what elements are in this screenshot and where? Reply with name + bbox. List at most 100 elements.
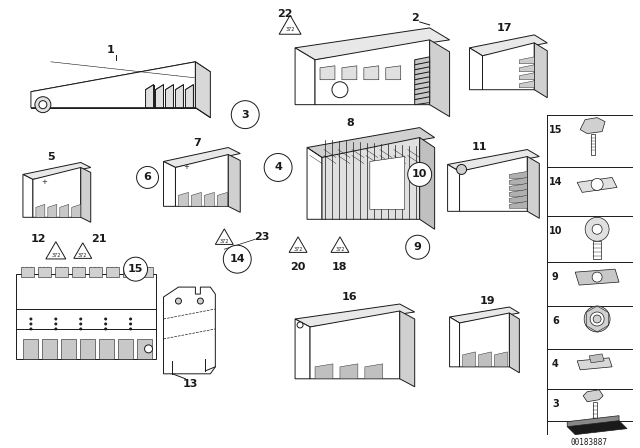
Polygon shape	[163, 147, 240, 168]
Circle shape	[80, 318, 82, 320]
Polygon shape	[580, 118, 605, 134]
Polygon shape	[520, 57, 534, 64]
Polygon shape	[46, 241, 66, 259]
Text: 17: 17	[497, 23, 512, 33]
Polygon shape	[60, 204, 68, 217]
Polygon shape	[99, 339, 114, 359]
Polygon shape	[509, 177, 527, 185]
Circle shape	[136, 167, 159, 189]
Text: 372: 372	[285, 27, 295, 32]
Polygon shape	[322, 138, 420, 220]
Polygon shape	[470, 35, 547, 56]
Polygon shape	[520, 65, 534, 72]
Polygon shape	[228, 155, 240, 212]
Polygon shape	[23, 339, 38, 359]
Text: 372: 372	[78, 253, 88, 258]
Polygon shape	[577, 177, 617, 192]
Text: 3: 3	[552, 399, 559, 409]
Polygon shape	[191, 192, 202, 207]
Polygon shape	[163, 161, 175, 207]
Circle shape	[105, 328, 107, 330]
Polygon shape	[307, 147, 322, 220]
Polygon shape	[509, 313, 520, 373]
Polygon shape	[48, 204, 57, 217]
Text: 20: 20	[291, 262, 306, 272]
Text: 372: 372	[220, 239, 229, 244]
Circle shape	[105, 318, 107, 320]
Text: 13: 13	[183, 379, 198, 389]
Polygon shape	[449, 317, 460, 367]
Polygon shape	[72, 204, 81, 217]
Polygon shape	[527, 156, 540, 218]
Polygon shape	[420, 138, 435, 229]
Circle shape	[297, 322, 303, 328]
Text: 11: 11	[472, 142, 487, 151]
Text: 372: 372	[335, 247, 344, 252]
Circle shape	[30, 323, 32, 325]
Polygon shape	[16, 274, 156, 359]
Polygon shape	[460, 313, 509, 367]
Circle shape	[197, 298, 204, 304]
Polygon shape	[447, 164, 460, 211]
Circle shape	[592, 272, 602, 282]
Polygon shape	[315, 40, 429, 105]
Text: 16: 16	[342, 292, 358, 302]
Circle shape	[30, 328, 32, 330]
Polygon shape	[36, 204, 45, 217]
Polygon shape	[320, 66, 335, 80]
Text: 6: 6	[143, 172, 152, 182]
Polygon shape	[89, 267, 102, 277]
Polygon shape	[364, 66, 379, 80]
Circle shape	[55, 323, 57, 325]
Circle shape	[175, 298, 182, 304]
Polygon shape	[123, 267, 136, 277]
Polygon shape	[42, 339, 57, 359]
Circle shape	[332, 82, 348, 98]
Circle shape	[105, 323, 107, 325]
Text: 1: 1	[107, 45, 115, 55]
Polygon shape	[534, 43, 547, 98]
Polygon shape	[23, 174, 33, 217]
Polygon shape	[495, 352, 508, 367]
Polygon shape	[215, 229, 233, 245]
Polygon shape	[295, 319, 310, 379]
Polygon shape	[593, 402, 597, 422]
Polygon shape	[447, 150, 540, 172]
Polygon shape	[166, 85, 173, 108]
Circle shape	[584, 306, 610, 332]
Polygon shape	[106, 267, 118, 277]
Polygon shape	[21, 267, 34, 277]
Polygon shape	[415, 72, 429, 80]
Polygon shape	[218, 192, 227, 207]
Polygon shape	[509, 190, 527, 196]
Circle shape	[80, 323, 82, 325]
Polygon shape	[81, 168, 91, 222]
Text: 2: 2	[411, 13, 419, 23]
Polygon shape	[140, 267, 152, 277]
Circle shape	[591, 178, 603, 190]
Text: 9: 9	[552, 272, 559, 282]
Polygon shape	[80, 339, 95, 359]
Polygon shape	[415, 87, 429, 95]
Circle shape	[39, 101, 47, 109]
Circle shape	[223, 245, 252, 273]
Polygon shape	[307, 128, 435, 158]
Text: 00183887: 00183887	[571, 438, 607, 447]
Text: 8: 8	[346, 118, 354, 128]
Text: 7: 7	[193, 138, 201, 147]
Text: 3: 3	[241, 110, 249, 120]
Polygon shape	[593, 241, 601, 259]
Polygon shape	[567, 416, 619, 426]
Polygon shape	[370, 156, 404, 209]
Circle shape	[456, 164, 467, 174]
Circle shape	[55, 318, 57, 320]
Polygon shape	[415, 77, 429, 85]
Polygon shape	[175, 85, 184, 108]
Circle shape	[35, 97, 51, 112]
Polygon shape	[145, 85, 154, 108]
Polygon shape	[470, 48, 483, 90]
Circle shape	[593, 315, 601, 323]
Polygon shape	[23, 163, 91, 180]
Text: 14: 14	[230, 254, 245, 264]
Circle shape	[590, 312, 604, 326]
